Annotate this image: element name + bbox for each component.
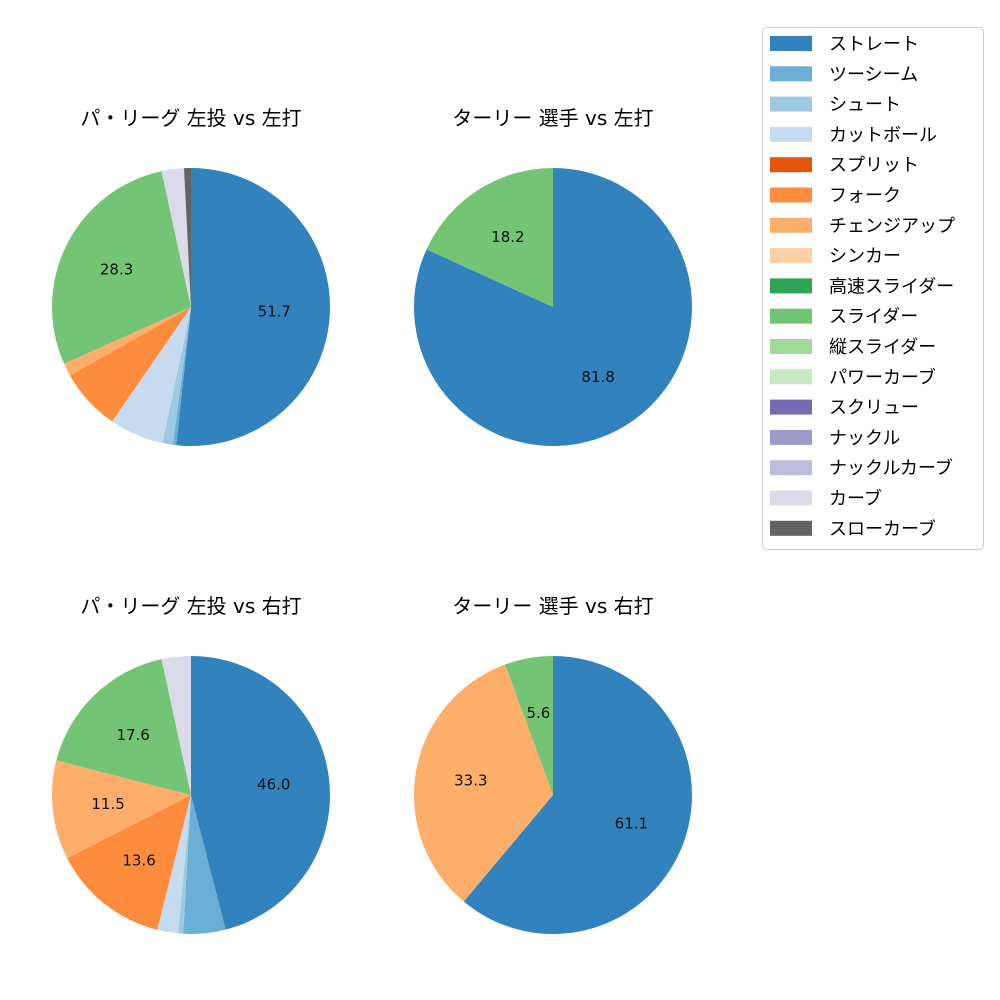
slice-label: 5.6 bbox=[526, 704, 550, 722]
legend-label: スプリット bbox=[829, 155, 919, 176]
legend-label: カーブ bbox=[829, 488, 882, 510]
legend: ストレートツーシームシュートカットボールスプリットフォークチェンジアップシンカー… bbox=[762, 27, 984, 550]
pie-slice bbox=[505, 656, 553, 795]
legend-label: チェンジアップ bbox=[829, 216, 955, 237]
legend-swatch bbox=[770, 369, 812, 385]
legend-swatch bbox=[770, 36, 812, 51]
legend-swatch bbox=[770, 248, 812, 264]
slice-label: 46.0 bbox=[257, 776, 290, 794]
pie-2: パ・リーグ 左投 vs 右打 46.0 13.6 11.5 17.6 bbox=[52, 594, 331, 935]
pie-slice bbox=[56, 659, 191, 795]
legend-label: ツーシーム bbox=[829, 64, 918, 85]
legend-swatch bbox=[770, 157, 812, 173]
pie-title: ターリー 選手 vs 右打 bbox=[452, 594, 653, 618]
pie-slice bbox=[161, 656, 191, 795]
legend-label: スライダー bbox=[829, 307, 918, 328]
pie-slice bbox=[67, 795, 191, 930]
legend-swatch bbox=[770, 308, 812, 324]
legend-label: シンカー bbox=[829, 246, 901, 267]
slice-label: 11.5 bbox=[91, 795, 124, 813]
legend-swatch bbox=[770, 460, 812, 476]
pie-slice bbox=[172, 307, 191, 446]
pie-slice bbox=[191, 656, 331, 930]
slice-label: 61.1 bbox=[615, 814, 648, 832]
legend-swatch bbox=[770, 429, 812, 445]
legend-swatch bbox=[770, 490, 812, 506]
pie-slice bbox=[112, 307, 191, 444]
legend-swatch bbox=[770, 399, 812, 415]
pie-slice bbox=[64, 307, 191, 376]
legend-frame bbox=[762, 27, 984, 550]
pie-slice bbox=[162, 307, 191, 445]
pie-slice bbox=[52, 171, 192, 364]
pie-slice bbox=[157, 795, 191, 934]
slice-label: 33.3 bbox=[454, 772, 487, 790]
legend-label: 縦スライダー bbox=[829, 337, 936, 358]
legend-label: ナックル bbox=[829, 428, 900, 449]
pie-title: パ・リーグ 左投 vs 右打 bbox=[80, 594, 301, 618]
legend-swatch bbox=[770, 187, 812, 203]
legend-swatch bbox=[770, 520, 812, 536]
pie-slice bbox=[414, 168, 693, 446]
pie-1: ターリー 選手 vs 左打 81.8 18.2 bbox=[414, 106, 693, 446]
legend-label: 高速スライダー bbox=[829, 276, 954, 297]
legend-label: パワーカーブ bbox=[829, 366, 936, 388]
pie-slice bbox=[52, 760, 191, 859]
legend-swatch bbox=[770, 339, 812, 354]
legend-swatch bbox=[770, 96, 812, 112]
pie-3: ターリー 選手 vs 右打 61.1 33.3 5.6 bbox=[414, 594, 692, 935]
slice-label: 18.2 bbox=[491, 228, 524, 246]
pie-slice bbox=[70, 307, 191, 422]
legend-label: スクリュー bbox=[829, 398, 919, 419]
pie-slice bbox=[183, 795, 226, 935]
pie-slice bbox=[414, 664, 553, 902]
slice-label: 13.6 bbox=[122, 851, 155, 869]
pie-title: ターリー 選手 vs 左打 bbox=[452, 106, 653, 130]
pie-slice bbox=[161, 168, 191, 307]
legend-label: スローカーブ bbox=[829, 518, 936, 540]
legend-label: ストレート bbox=[829, 34, 919, 55]
pie-slice bbox=[426, 168, 553, 307]
legend-label: シュート bbox=[829, 95, 901, 116]
slice-label: 17.6 bbox=[116, 726, 149, 744]
legend-label: カットボール bbox=[829, 125, 937, 146]
legend-swatch bbox=[770, 278, 812, 294]
pie-title: パ・リーグ 左投 vs 左打 bbox=[80, 106, 301, 130]
legend-label: ナックルカーブ bbox=[829, 457, 953, 479]
pie-slice bbox=[176, 168, 330, 446]
legend-label: フォーク bbox=[829, 186, 901, 207]
slice-label: 28.3 bbox=[100, 260, 133, 278]
slice-label: 51.7 bbox=[258, 302, 291, 320]
pie-slice bbox=[184, 168, 191, 307]
pie-slice bbox=[177, 795, 191, 934]
legend-swatch bbox=[770, 66, 812, 82]
pie-0: パ・リーグ 左投 vs 左打 51.7 28.3 bbox=[52, 106, 330, 446]
pie-slice bbox=[463, 656, 692, 935]
slice-label: 81.8 bbox=[581, 368, 614, 386]
legend-swatch bbox=[770, 126, 812, 142]
legend-swatch bbox=[770, 217, 812, 233]
